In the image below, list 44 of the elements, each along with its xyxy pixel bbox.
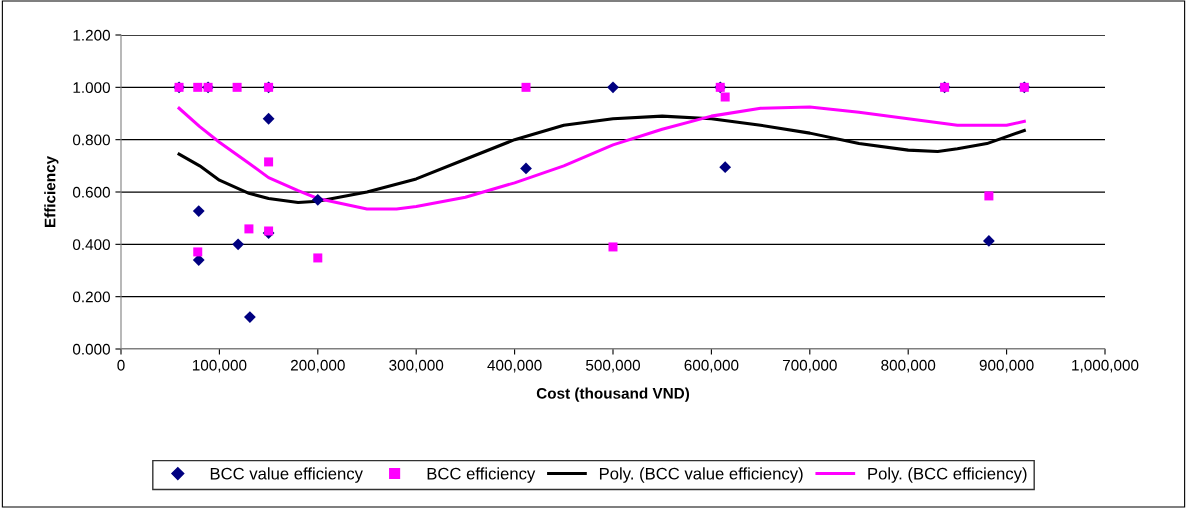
- x-axis-title: Cost (thousand VND): [536, 387, 690, 402]
- point: [232, 238, 244, 251]
- point: [193, 247, 203, 257]
- x-tick-label: 1,000,000: [1072, 359, 1139, 373]
- x-tick-label: 200,000: [290, 359, 345, 373]
- point: [313, 253, 323, 263]
- x-tick-label: 0: [117, 359, 125, 371]
- x-tick-label: 600,000: [684, 359, 739, 373]
- y-tick-label: 1.200: [73, 29, 110, 41]
- y-tick-label: 0.800: [72, 134, 110, 146]
- x-tick-label: 400,000: [487, 359, 542, 373]
- x-tick-label: 300,000: [389, 359, 444, 373]
- y-tick-label: 0.200: [72, 291, 110, 303]
- y-tick-label: 0.600: [72, 186, 110, 198]
- point: [607, 81, 619, 94]
- point: [521, 82, 531, 92]
- legend-label: Poly. (BCC efficiency): [868, 467, 1027, 483]
- y-tick-label: 0.400: [72, 239, 110, 251]
- x-tick-label: 700,000: [782, 359, 837, 373]
- legend-label: BCC efficiency: [427, 467, 536, 483]
- point: [232, 82, 242, 92]
- x-tick-label: 500,000: [586, 359, 641, 373]
- point: [192, 205, 205, 217]
- y-tick-label: 0.000: [72, 343, 110, 355]
- point: [193, 82, 203, 92]
- point: [262, 112, 275, 125]
- legend-label: BCC value efficiency: [210, 467, 363, 483]
- point: [982, 235, 995, 247]
- point: [264, 157, 274, 167]
- x-tick-label: 900,000: [979, 359, 1034, 373]
- x-tick-label: 100,000: [192, 359, 247, 373]
- y-axis-title: Efficiency: [44, 155, 59, 228]
- line-series: [177, 105, 1026, 211]
- x-tick-label: 800,000: [881, 359, 936, 373]
- point: [984, 191, 994, 201]
- point: [520, 162, 532, 175]
- point: [244, 224, 254, 234]
- point: [311, 193, 324, 206]
- legend-label: Poly. (BCC value efficiency): [599, 467, 803, 483]
- y-tick-label: 1.000: [73, 82, 110, 94]
- point: [720, 92, 730, 102]
- point: [608, 242, 618, 252]
- point: [719, 161, 732, 174]
- point: [244, 311, 256, 323]
